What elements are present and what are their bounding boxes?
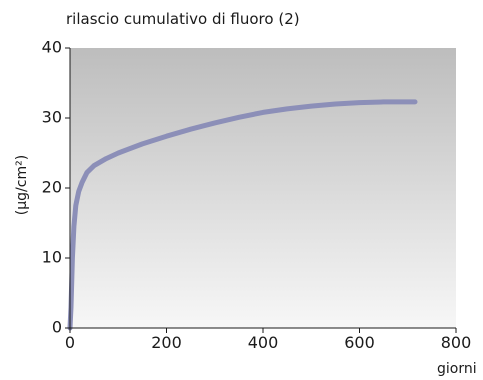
- x-tick-label: 800: [441, 333, 472, 352]
- y-tick-label: 40: [42, 38, 62, 57]
- y-tick-label: 20: [42, 178, 62, 197]
- plot-area: [70, 48, 456, 328]
- y-tick-label: 30: [42, 108, 62, 127]
- x-tick-label: 400: [248, 333, 279, 352]
- x-tick-label: 200: [151, 333, 182, 352]
- x-tick-label: 0: [65, 333, 75, 352]
- y-tick-label: 0: [52, 318, 62, 337]
- x-axis-label: giorni: [437, 361, 477, 377]
- y-tick-label: 10: [42, 248, 62, 267]
- x-tick-label: 600: [344, 333, 375, 352]
- chart-title: rilascio cumulativo di fluoro (2): [66, 10, 300, 28]
- series-line: [67, 99, 418, 331]
